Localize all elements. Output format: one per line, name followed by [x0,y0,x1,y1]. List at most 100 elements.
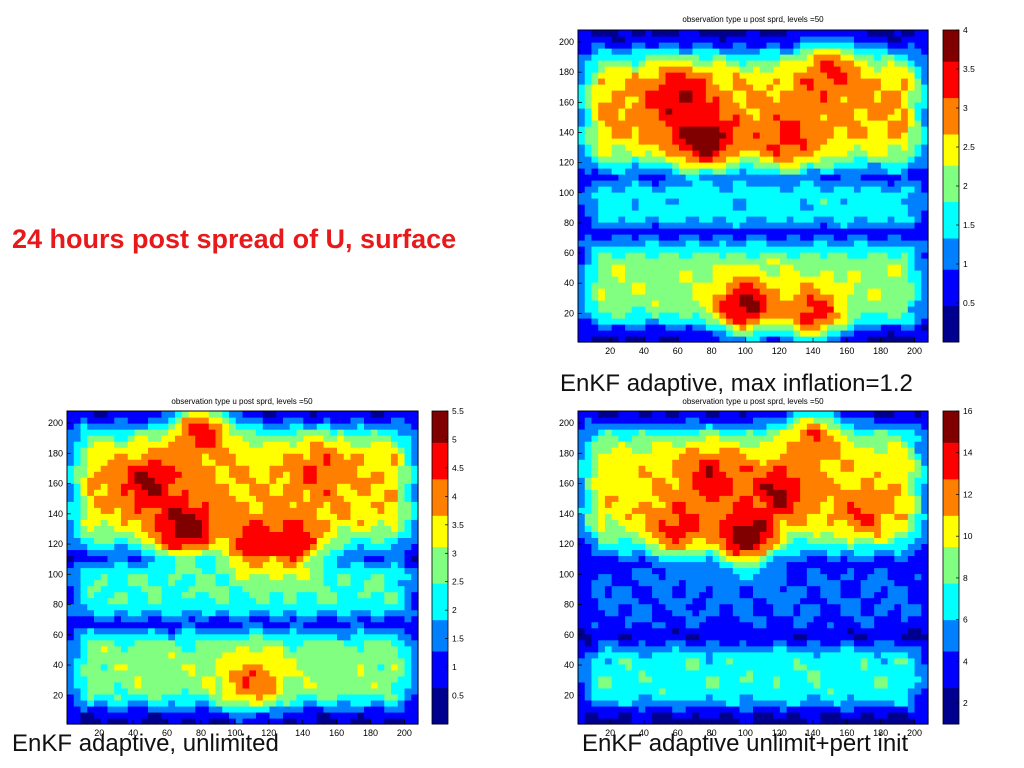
heatmap-cell [262,645,271,653]
heatmap-cell [256,501,264,508]
heatmap-cell [672,318,680,325]
heatmap-cell [685,252,694,259]
heatmap-cell [591,30,599,37]
heatmap-cell [618,144,626,151]
heatmap-cell [202,495,210,502]
heatmap-cell [391,705,399,713]
heatmap-cell [753,210,761,217]
heatmap-cell [921,36,929,43]
heatmap-cell [262,681,271,689]
heatmap-cell [578,228,586,235]
heatmap-cell [759,60,768,67]
heatmap-cell [800,300,808,307]
heatmap-cell [235,525,244,532]
heatmap-cell [652,180,660,187]
heatmap-cell [638,252,646,259]
heatmap-cell [806,108,815,115]
heatmap-cell [222,591,230,599]
heatmap-cell [397,519,406,526]
heatmap-cell [685,222,694,229]
heatmap-cell [678,258,687,265]
heatmap-cell [235,567,244,575]
heatmap-cell [269,495,277,502]
heatmap-cell [195,597,203,605]
heatmap-cell [793,330,801,337]
heatmap-cell [364,537,372,545]
heatmap-cell [631,240,640,247]
heatmap-cell [269,483,277,490]
heatmap-cell [631,36,640,43]
heatmap-cell [726,264,734,271]
heatmap-cell [87,717,95,725]
heatmap-cell [658,186,667,193]
heatmap-cell [692,318,700,325]
heatmap-cell [678,108,687,115]
heatmap-cell [921,162,929,169]
heatmap-cell [87,657,95,665]
heatmap-cell [350,495,358,502]
heatmap-cell [134,501,142,508]
heatmap-cell [114,531,122,538]
heatmap-cell [121,669,129,677]
heatmap-cell [249,543,257,551]
heatmap-cell [631,252,640,259]
heatmap-cell [121,561,129,569]
heatmap-cell [310,495,318,502]
heatmap-cell [598,156,606,163]
heatmap-cell [404,609,412,617]
heatmap-cell [827,72,835,79]
heatmap-cell [874,270,882,277]
heatmap-cell [127,501,136,508]
heatmap-cell [337,513,345,520]
heatmap-cell [833,66,842,73]
heatmap-cell [269,471,277,478]
heatmap-cell [310,609,318,617]
heatmap-cell [283,501,291,508]
heatmap-cell [847,252,855,259]
heatmap-cell [310,663,318,671]
heatmap-cell [80,531,88,538]
heatmap-cell [604,30,613,37]
heatmap-cell [631,150,640,157]
heatmap-cell [860,102,869,109]
heatmap-cell [753,258,761,265]
heatmap-cell [296,657,304,665]
heatmap-cell [638,258,646,265]
heatmap-cell [127,507,136,514]
heatmap-cell [833,192,842,199]
heatmap-cell [853,144,862,151]
heatmap-cell [847,156,855,163]
heatmap-cell [195,639,203,647]
colorbar-segment [943,170,959,177]
heatmap-cell [692,66,700,73]
heatmap-cell [726,318,734,325]
heatmap-cell [618,210,626,217]
heatmap-cell [404,675,412,683]
heatmap-cell [578,324,586,331]
heatmap-cell [611,102,619,109]
heatmap-cell [692,90,700,97]
heatmap-cell [658,306,667,313]
heatmap-cell [289,639,298,647]
heatmap-cell [134,477,142,484]
heatmap-cell [685,318,694,325]
heatmap-cell [665,120,673,127]
heatmap-cell [598,162,606,169]
heatmap-cell [719,252,727,259]
heatmap-cell [901,222,909,229]
heatmap-cell [188,519,196,526]
heatmap-cell [134,489,142,496]
heatmap-cell [901,132,909,139]
heatmap-cell [894,138,902,145]
heatmap-cell [678,126,687,133]
heatmap-cell [80,567,88,575]
heatmap-cell [753,90,761,97]
heatmap-cell [840,138,848,145]
heatmap-cell [773,156,781,163]
heatmap-cell [154,483,163,490]
heatmap-cell [269,507,277,514]
heatmap-cell [705,66,714,73]
heatmap-cell [411,621,419,629]
heatmap-cell [87,579,95,587]
heatmap-cell [860,144,869,151]
